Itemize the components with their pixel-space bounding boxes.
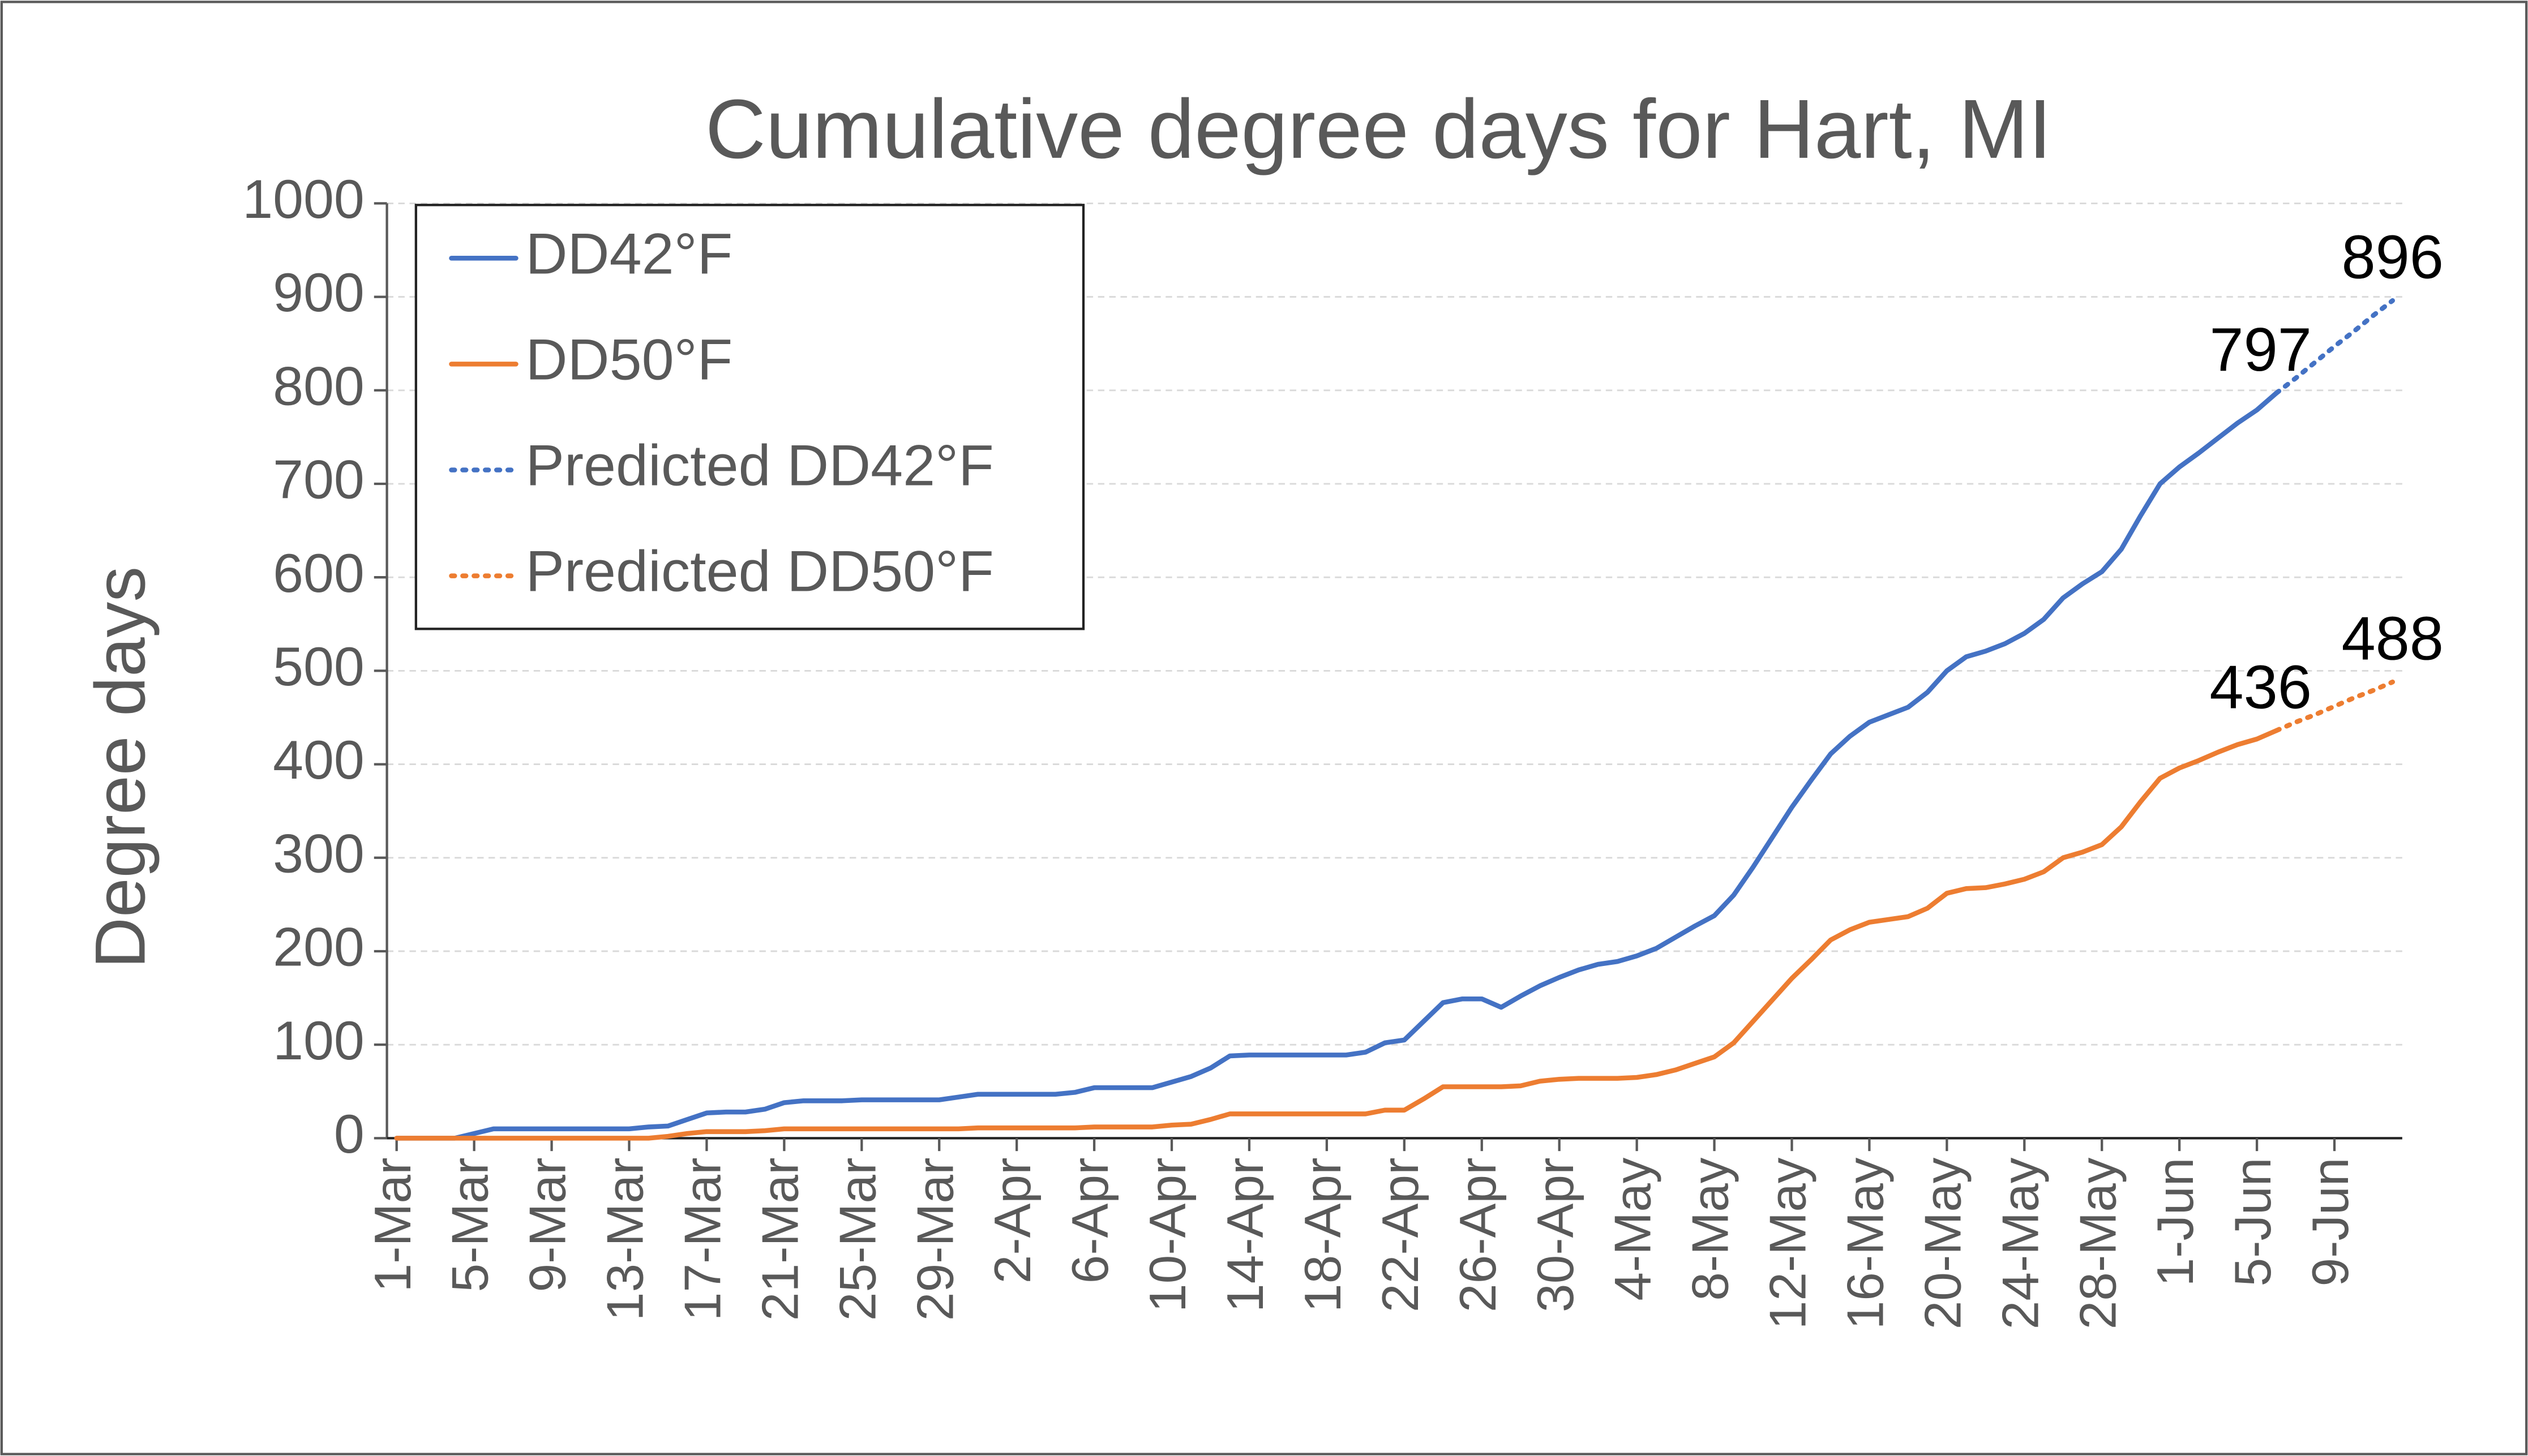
data-label: 488 — [2341, 604, 2444, 672]
data-label: 896 — [2341, 222, 2444, 291]
legend-label: DD50°F — [526, 327, 733, 392]
data-label: 436 — [2209, 652, 2312, 721]
x-tick-label: 24-May — [1991, 1157, 2049, 1329]
x-tick-label: 8-May — [1682, 1157, 1739, 1301]
legend-label: Predicted DD50°F — [526, 539, 994, 604]
y-tick-label: 1000 — [242, 168, 364, 230]
legend-label: Predicted DD42°F — [526, 433, 994, 498]
y-tick-label: 200 — [273, 916, 365, 978]
x-tick-label: 9-Jun — [2302, 1158, 2359, 1287]
x-tick-label: 25-Mar — [829, 1158, 886, 1321]
y-tick-label: 300 — [273, 822, 365, 884]
x-tick-label: 12-May — [1759, 1157, 1817, 1329]
x-tick-label: 2-Apr — [984, 1158, 1042, 1284]
x-tick-label: 5-Jun — [2224, 1158, 2282, 1287]
x-tick-label: 5-Mar — [442, 1158, 499, 1292]
x-tick-label: 14-Apr — [1216, 1158, 1274, 1313]
y-tick-label: 700 — [273, 449, 365, 510]
line — [394, 728, 2279, 1141]
x-tick-label: 17-Mar — [674, 1158, 731, 1321]
x-tick-label: 18-Apr — [1294, 1158, 1352, 1313]
line — [394, 390, 2279, 1141]
legend-box — [414, 204, 1085, 630]
data-label: 797 — [2209, 315, 2312, 384]
y-tick-label: 0 — [334, 1103, 365, 1165]
y-axis-title: Degree days — [80, 566, 160, 969]
x-tick-label: 26-Apr — [1449, 1158, 1507, 1313]
x-tick-label: 21-Mar — [751, 1158, 809, 1321]
x-tick-label: 30-Apr — [1527, 1158, 1584, 1313]
x-tick-label: 1-Mar — [364, 1158, 422, 1292]
y-tick-label: 600 — [273, 542, 365, 604]
x-tick-label: 16-May — [1837, 1157, 1895, 1329]
x-tick-label: 28-May — [2069, 1157, 2127, 1329]
chart-title: Cumulative degree days for Hart, MI — [705, 83, 2052, 176]
y-tick-label: 400 — [273, 729, 365, 791]
x-tick-label: 29-Mar — [906, 1158, 964, 1321]
x-tick-label: 10-Apr — [1139, 1158, 1197, 1313]
x-tick-label: 6-Apr — [1061, 1158, 1119, 1284]
x-tick-label: 13-Mar — [597, 1158, 654, 1321]
x-tick-label: 22-Apr — [1372, 1158, 1429, 1313]
y-tick-label: 500 — [273, 635, 365, 697]
x-tick-label: 9-Mar — [519, 1158, 577, 1292]
predicted-line — [2274, 679, 2395, 733]
predicted-line — [2274, 298, 2395, 396]
y-tick-label: 100 — [273, 1010, 365, 1071]
legend-label: DD42°F — [526, 221, 733, 286]
x-tick-label: 4-May — [1604, 1157, 1662, 1301]
x-tick-label: 20-May — [1914, 1157, 1972, 1329]
y-tick-label: 900 — [273, 261, 365, 323]
y-tick-label: 800 — [273, 355, 365, 416]
x-tick-label: 1-Jun — [2146, 1158, 2204, 1287]
